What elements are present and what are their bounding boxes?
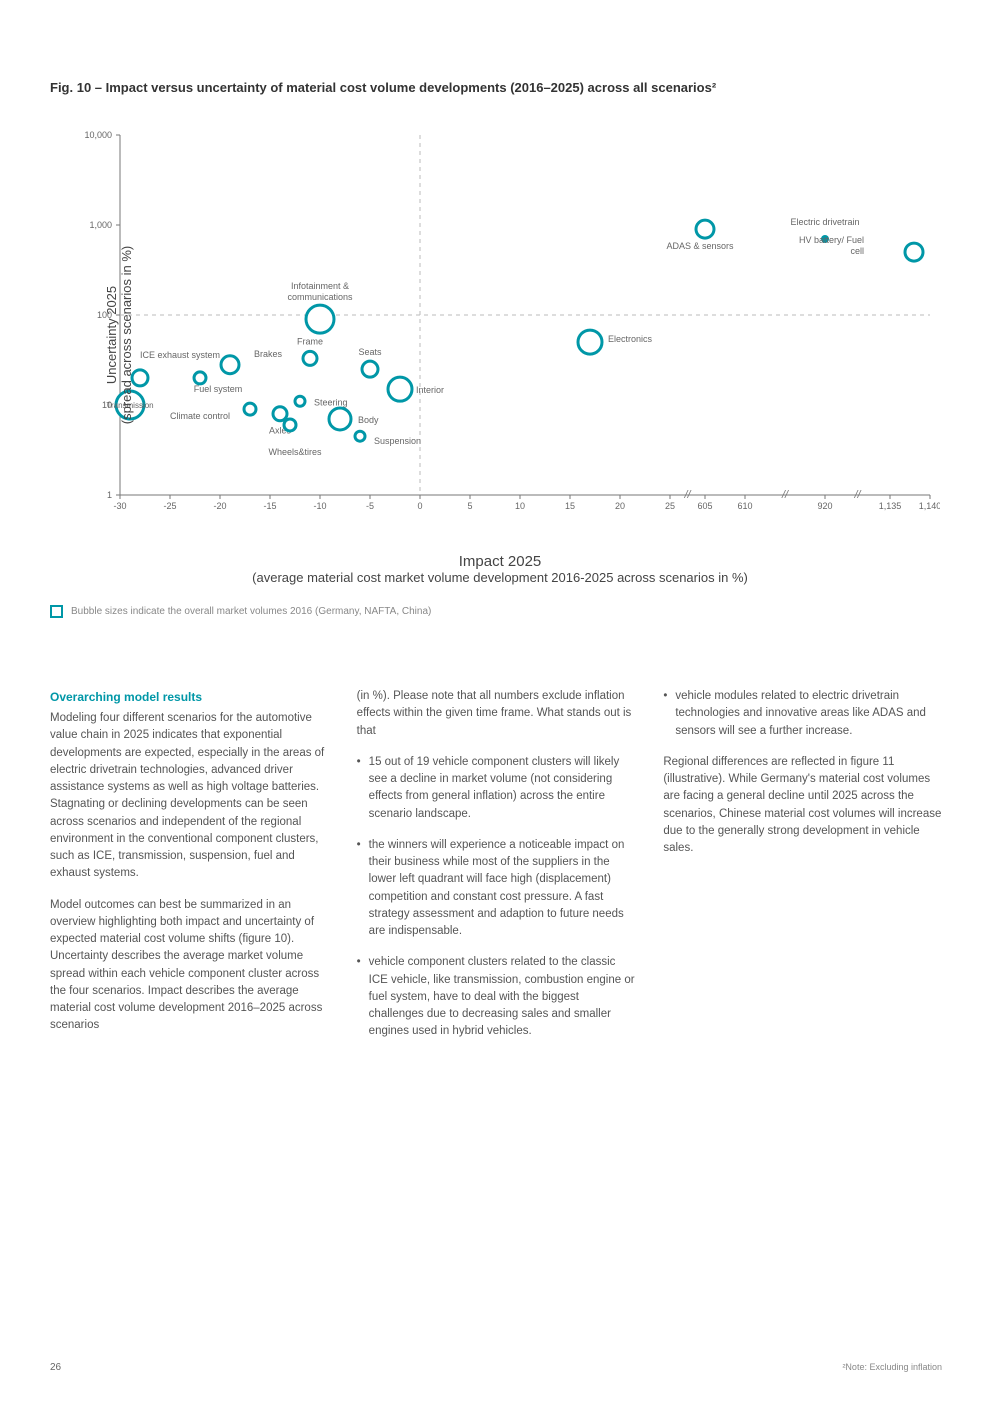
x-axis-label-line1: Impact 2025	[60, 553, 940, 570]
y-axis-label-line1: Uncertainty 2025	[104, 246, 119, 424]
svg-text:Brakes: Brakes	[254, 349, 283, 359]
svg-text:ICE exhaust system: ICE exhaust system	[140, 350, 220, 360]
svg-text:-30: -30	[113, 501, 126, 511]
svg-text:-15: -15	[263, 501, 276, 511]
svg-text:Seats: Seats	[358, 347, 382, 357]
y-axis-label-line2: (spread across scenarios in %)	[119, 246, 134, 424]
col1-para2: Model outcomes can best be summarized in…	[50, 897, 329, 1035]
chart-svg: 1101001,00010,000-30-25-20-15-10-5051015…	[60, 125, 940, 545]
svg-text:920: 920	[817, 501, 832, 511]
overarching-heading: Overarching model results	[50, 688, 329, 706]
body-text: Overarching model results Modeling four …	[50, 688, 942, 1055]
svg-text://: //	[853, 489, 861, 501]
legend-text: Bubble sizes indicate the overall market…	[71, 606, 431, 617]
col3-bullet1: vehicle modules related to electric driv…	[663, 688, 942, 740]
col2-bullet3: vehicle component clusters related to th…	[357, 954, 636, 1040]
svg-text:Interior: Interior	[416, 385, 444, 395]
col2-bullet1: 15 out of 19 vehicle component clusters …	[357, 754, 636, 823]
svg-text:Electric drivetrain: Electric drivetrain	[790, 217, 859, 227]
svg-text:10: 10	[515, 501, 525, 511]
column-3: vehicle modules related to electric driv…	[663, 688, 942, 1055]
legend: Bubble sizes indicate the overall market…	[50, 605, 942, 618]
col2-bullet2: the winners will experience a noticeable…	[357, 837, 636, 941]
svg-text:25: 25	[665, 501, 675, 511]
svg-text:Fuel system: Fuel system	[194, 384, 243, 394]
svg-text:1: 1	[107, 490, 112, 500]
svg-text:-10: -10	[313, 501, 326, 511]
svg-text:610: 610	[737, 501, 752, 511]
svg-text:5: 5	[467, 501, 472, 511]
footnote: ²Note: Excluding inflation	[842, 1362, 942, 1373]
svg-text:Infotainment &: Infotainment &	[291, 281, 349, 291]
svg-text:ADAS & sensors: ADAS & sensors	[666, 241, 734, 251]
svg-text:15: 15	[565, 501, 575, 511]
svg-text://: //	[781, 489, 789, 501]
svg-text://: //	[683, 489, 691, 501]
svg-text:0: 0	[417, 501, 422, 511]
svg-text:cell: cell	[850, 246, 864, 256]
x-axis-label-line2: (average material cost market volume dev…	[60, 570, 940, 585]
page-footer: 26 ²Note: Excluding inflation	[50, 1362, 942, 1373]
svg-text:Body: Body	[358, 415, 379, 425]
svg-text:communications: communications	[287, 292, 353, 302]
svg-text:Electronics: Electronics	[608, 334, 653, 344]
svg-text:-25: -25	[163, 501, 176, 511]
svg-text:10,000: 10,000	[84, 130, 112, 140]
column-1: Overarching model results Modeling four …	[50, 688, 329, 1055]
page-number: 26	[50, 1362, 61, 1373]
svg-text:20: 20	[615, 501, 625, 511]
col3-para1: Regional differences are reflected in fi…	[663, 754, 942, 858]
col2-intro: (in %). Please note that all numbers exc…	[357, 688, 636, 740]
svg-text:1,000: 1,000	[89, 220, 112, 230]
svg-text:-20: -20	[213, 501, 226, 511]
x-axis-label: Impact 2025 (average material cost marke…	[60, 553, 940, 585]
column-2: (in %). Please note that all numbers exc…	[357, 688, 636, 1055]
legend-swatch	[50, 605, 63, 618]
y-axis-label: Uncertainty 2025 (spread across scenario…	[104, 246, 134, 424]
svg-text:-5: -5	[366, 501, 374, 511]
svg-text:Climate control: Climate control	[170, 411, 230, 421]
svg-text:Steering: Steering	[314, 397, 348, 407]
svg-text:605: 605	[697, 501, 712, 511]
svg-text:HV battery/ Fuel: HV battery/ Fuel	[799, 235, 864, 245]
col1-para1: Modeling four different scenarios for th…	[50, 710, 329, 883]
svg-text:1,135: 1,135	[879, 501, 902, 511]
svg-text:1,140: 1,140	[919, 501, 940, 511]
svg-text:Frame: Frame	[297, 336, 323, 346]
figure-title: Fig. 10 – Impact versus uncertainty of m…	[50, 80, 942, 95]
svg-text:Suspension: Suspension	[374, 436, 421, 446]
bubble-chart: Uncertainty 2025 (spread across scenario…	[60, 125, 940, 545]
svg-text:Wheels&tires: Wheels&tires	[268, 447, 322, 457]
